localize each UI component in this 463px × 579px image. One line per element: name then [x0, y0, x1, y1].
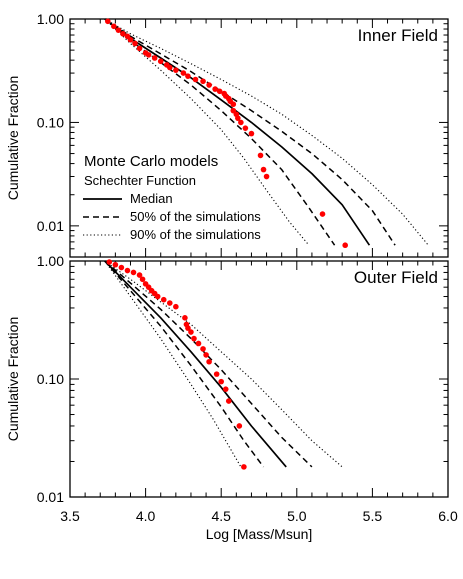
y-axis-title: Cumulative Fraction	[5, 317, 21, 442]
y-tick-label: 0.01	[37, 218, 64, 234]
data-point	[173, 303, 179, 310]
data-point	[203, 352, 209, 358]
data-point	[263, 173, 270, 180]
data-point	[166, 300, 173, 306]
data-point	[120, 30, 126, 37]
data-point	[105, 18, 111, 25]
legend-entry-label: 50% of the simulations	[130, 209, 261, 224]
data-point	[192, 76, 199, 83]
panel-title: Outer Field	[354, 268, 438, 287]
data-point	[216, 88, 223, 95]
legend: Monte Carlo models Schechter Function Medi…	[83, 153, 261, 242]
outer-field-panel: 3.5 4.0 4.5 5.0 5.5 6.0 1.00 0.10 0.01 Cumulative…	[5, 253, 458, 542]
dotted-model-line	[104, 18, 429, 246]
y-tick-label: 0.10	[37, 371, 64, 387]
data-point	[212, 86, 218, 92]
x-tick-label: 4.0	[136, 508, 156, 524]
dotted-model-line	[104, 260, 343, 468]
data-point	[206, 82, 212, 88]
data-point	[182, 315, 188, 321]
data-point	[218, 378, 224, 385]
x-tick-label: 4.5	[211, 508, 231, 524]
legend-heading: Monte Carlo models	[84, 153, 218, 170]
data-point	[200, 346, 206, 352]
data-point	[166, 64, 173, 71]
data-point	[136, 272, 143, 278]
dotted-model-line	[104, 260, 242, 468]
x-tick-label: 6.0	[438, 508, 458, 524]
dashed-model-line	[104, 18, 396, 246]
data-point	[139, 276, 146, 283]
data-point	[173, 67, 179, 73]
data-point	[127, 36, 134, 43]
data-point	[130, 269, 137, 276]
data-point	[191, 335, 197, 342]
y-axis-title: Cumulative Fraction	[5, 76, 21, 201]
x-tick-label: 3.5	[60, 508, 80, 524]
data-point	[238, 119, 244, 126]
x-axis-title: Log [Mass/Msun]	[206, 526, 313, 542]
inner-field-panel: 1.00 0.10 0.01 Cumulative Fraction Inner Fie…	[5, 11, 449, 258]
data-point	[241, 464, 247, 470]
data-point	[145, 52, 152, 58]
data-point	[235, 115, 241, 121]
data-point	[260, 166, 267, 173]
data-point	[195, 340, 202, 347]
data-point	[160, 296, 167, 303]
data-point	[188, 329, 194, 335]
data-point	[112, 261, 119, 268]
y-tick-label: 1.00	[37, 253, 64, 269]
solid-model-line	[104, 260, 287, 468]
panel-title: Inner Field	[358, 26, 438, 45]
data-point	[132, 40, 138, 47]
data-point	[151, 55, 158, 61]
data-point	[124, 267, 131, 274]
data-point	[157, 58, 164, 65]
solid-model-line	[104, 18, 371, 246]
data-point	[257, 152, 264, 159]
data-point	[242, 125, 249, 131]
data-point	[106, 259, 113, 265]
data-point	[222, 386, 229, 392]
data-point	[185, 73, 191, 79]
y-tick-label: 0.01	[37, 489, 64, 505]
data-point	[180, 70, 187, 76]
data-point	[342, 242, 348, 249]
y-tick-label: 0.10	[37, 114, 64, 130]
data-point	[136, 45, 143, 52]
data-point	[118, 264, 125, 271]
data-point	[154, 293, 161, 300]
data-point	[185, 325, 191, 331]
data-point	[236, 423, 243, 429]
x-tick-label: 5.5	[363, 508, 383, 524]
data-point	[115, 27, 122, 33]
data-point	[206, 358, 212, 365]
data-point	[200, 78, 206, 85]
x-tick-label: 5.0	[287, 508, 307, 524]
data-point	[111, 23, 117, 30]
legend-entry-label: Median	[130, 191, 173, 206]
data-point	[319, 211, 326, 217]
legend-entry-label: 90% of the simulations	[130, 227, 261, 242]
data-point	[225, 398, 232, 404]
data-point	[248, 130, 255, 137]
data-point	[230, 101, 237, 108]
dashed-model-line	[104, 260, 313, 468]
legend-subheading: Schechter Function	[84, 173, 196, 188]
dashed-model-line	[104, 260, 265, 468]
data-point	[213, 371, 220, 377]
y-tick-label: 1.00	[37, 11, 64, 27]
